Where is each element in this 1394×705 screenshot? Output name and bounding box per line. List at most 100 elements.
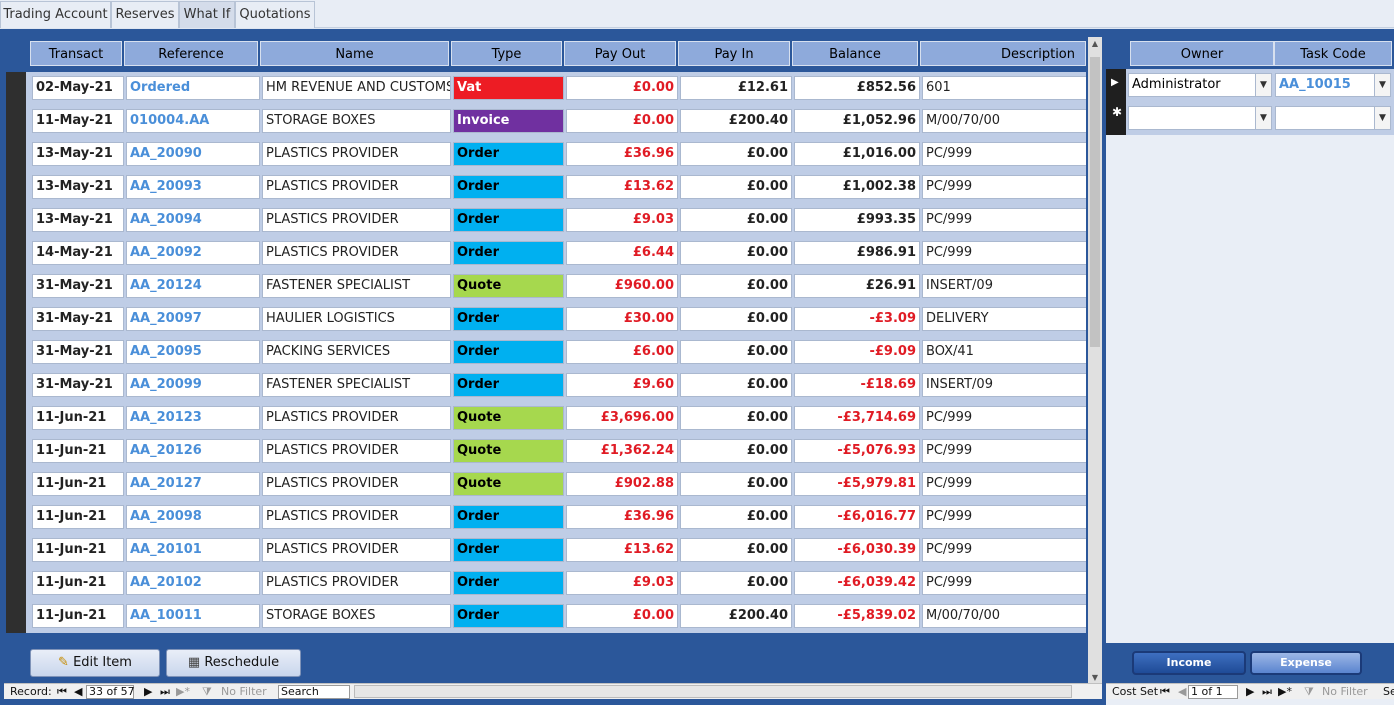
row-selector[interactable] (6, 204, 26, 237)
last-record-icon[interactable]: ⏭ (1262, 685, 1272, 698)
no-filter-label[interactable]: No Filter (1322, 685, 1368, 698)
reference-link[interactable]: AA_20098 (126, 505, 260, 529)
pay-in-cell[interactable]: £0.00 (680, 175, 792, 199)
previous-record-icon[interactable]: ◀ (1178, 685, 1187, 698)
description-cell[interactable]: PC/999 (922, 175, 1086, 199)
type-cell[interactable]: Order (453, 241, 564, 265)
pay-out-cell[interactable]: £6.00 (566, 340, 678, 364)
scroll-up-icon[interactable]: ▲ (1091, 39, 1099, 48)
balance-cell[interactable]: £1,002.38 (794, 175, 920, 199)
pay-in-cell[interactable]: £0.00 (680, 241, 792, 265)
owner-select[interactable]: Administrator ▼ (1128, 73, 1272, 97)
chevron-down-icon[interactable]: ▼ (1255, 74, 1271, 96)
transact-date-cell[interactable]: 11-Jun-21 (32, 439, 124, 463)
name-cell[interactable]: PLASTICS PROVIDER (262, 571, 451, 595)
type-cell[interactable]: Vat (453, 76, 564, 100)
description-cell[interactable]: INSERT/09 (922, 373, 1086, 397)
balance-cell[interactable]: -£6,030.39 (794, 538, 920, 562)
row-selector[interactable] (6, 501, 26, 534)
row-selector[interactable] (6, 171, 26, 204)
transact-date-cell[interactable]: 11-Jun-21 (32, 406, 124, 430)
no-filter-label[interactable]: No Filter (221, 685, 267, 698)
previous-record-icon[interactable]: ◀ (74, 685, 83, 698)
pay-in-cell[interactable]: £12.61 (680, 76, 792, 100)
filter-icon[interactable]: ⧩ (202, 685, 212, 698)
name-cell[interactable]: STORAGE BOXES (262, 604, 451, 628)
pay-in-cell[interactable]: £0.00 (680, 274, 792, 298)
reference-link[interactable]: AA_20097 (126, 307, 260, 331)
row-selector[interactable] (6, 303, 26, 336)
new-record-icon[interactable]: ▶* (1278, 685, 1292, 698)
edit-item-button[interactable]: ✎ Edit Item (30, 649, 160, 677)
table-row[interactable]: 11-Jun-21 AA_20126 PLASTICS PROVIDER Quote £… (6, 435, 1086, 468)
name-cell[interactable]: PLASTICS PROVIDER (262, 505, 451, 529)
row-selector[interactable] (6, 600, 26, 633)
balance-cell[interactable]: £852.56 (794, 76, 920, 100)
transact-date-cell[interactable]: 11-May-21 (32, 109, 124, 133)
next-record-icon[interactable]: ▶ (144, 685, 153, 698)
chevron-down-icon[interactable]: ▼ (1255, 107, 1271, 129)
balance-cell[interactable]: -£6,016.77 (794, 505, 920, 529)
description-cell[interactable]: BOX/41 (922, 340, 1086, 364)
tab-trading-account[interactable]: Trading Account (0, 1, 111, 28)
transact-date-cell[interactable]: 11-Jun-21 (32, 538, 124, 562)
balance-cell[interactable]: -£6,039.42 (794, 571, 920, 595)
type-cell[interactable]: Order (453, 142, 564, 166)
pay-in-cell[interactable]: £0.00 (680, 538, 792, 562)
transact-date-cell[interactable]: 02-May-21 (32, 76, 124, 100)
transact-date-cell[interactable]: 11-Jun-21 (32, 604, 124, 628)
pay-in-cell[interactable]: £200.40 (680, 109, 792, 133)
transact-date-cell[interactable]: 11-Jun-21 (32, 472, 124, 496)
type-cell[interactable]: Quote (453, 274, 564, 298)
tab-what-if[interactable]: What If (179, 1, 235, 28)
chevron-down-icon[interactable]: ▼ (1374, 107, 1390, 129)
pay-out-cell[interactable]: £36.96 (566, 505, 678, 529)
type-cell[interactable]: Order (453, 175, 564, 199)
pay-in-cell[interactable]: £0.00 (680, 406, 792, 430)
pay-in-cell[interactable]: £0.00 (680, 208, 792, 232)
name-cell[interactable]: HAULIER LOGISTICS (262, 307, 451, 331)
name-cell[interactable]: PLASTICS PROVIDER (262, 538, 451, 562)
type-cell[interactable]: Order (453, 208, 564, 232)
table-row[interactable]: 31-May-21 AA_20095 PACKING SERVICES Order £6… (6, 336, 1086, 369)
pay-in-cell[interactable]: £0.00 (680, 142, 792, 166)
row-selector[interactable] (6, 336, 26, 369)
description-cell[interactable]: PC/999 (922, 472, 1086, 496)
name-cell[interactable]: FASTENER SPECIALIST (262, 274, 451, 298)
type-cell[interactable]: Order (453, 307, 564, 331)
table-row[interactable]: 13-May-21 AA_20094 PLASTICS PROVIDER Order £… (6, 204, 1086, 237)
type-cell[interactable]: Order (453, 505, 564, 529)
name-cell[interactable]: PACKING SERVICES (262, 340, 451, 364)
type-cell[interactable]: Order (453, 604, 564, 628)
task-code-select[interactable]: AA_10015 ▼ (1275, 73, 1391, 97)
pay-in-cell[interactable]: £0.00 (680, 571, 792, 595)
reference-link[interactable]: AA_20093 (126, 175, 260, 199)
transact-date-cell[interactable]: 31-May-21 (32, 307, 124, 331)
name-cell[interactable]: PLASTICS PROVIDER (262, 472, 451, 496)
horizontal-scrollbar[interactable] (354, 685, 1072, 698)
description-cell[interactable]: PC/999 (922, 241, 1086, 265)
pay-in-cell[interactable]: £0.00 (680, 373, 792, 397)
name-cell[interactable]: PLASTICS PROVIDER (262, 439, 451, 463)
reference-link[interactable]: AA_20126 (126, 439, 260, 463)
name-cell[interactable]: STORAGE BOXES (262, 109, 451, 133)
next-record-icon[interactable]: ▶ (1246, 685, 1255, 698)
transact-date-cell[interactable]: 14-May-21 (32, 241, 124, 265)
new-owner-select[interactable]: ▼ (1128, 106, 1272, 130)
type-cell[interactable]: Quote (453, 439, 564, 463)
pay-out-cell[interactable]: £1,362.24 (566, 439, 678, 463)
description-cell[interactable]: DELIVERY (922, 307, 1086, 331)
transact-date-cell[interactable]: 13-May-21 (32, 175, 124, 199)
table-row[interactable]: 31-May-21 AA_20124 FASTENER SPECIALIST Quot… (6, 270, 1086, 303)
pay-in-cell[interactable]: £0.00 (680, 439, 792, 463)
pay-out-cell[interactable]: £902.88 (566, 472, 678, 496)
reference-link[interactable]: AA_20101 (126, 538, 260, 562)
record-position-input[interactable]: 33 of 57 (86, 685, 135, 699)
new-task-code-select[interactable]: ▼ (1275, 106, 1391, 130)
row-selector[interactable] (6, 468, 26, 501)
vertical-scrollbar[interactable]: ▲ ▼ (1088, 37, 1102, 685)
type-cell[interactable]: Invoice (453, 109, 564, 133)
row-selector[interactable] (6, 369, 26, 402)
first-record-icon[interactable]: ⏮ (57, 685, 67, 698)
tab-reserves[interactable]: Reserves (111, 1, 179, 28)
